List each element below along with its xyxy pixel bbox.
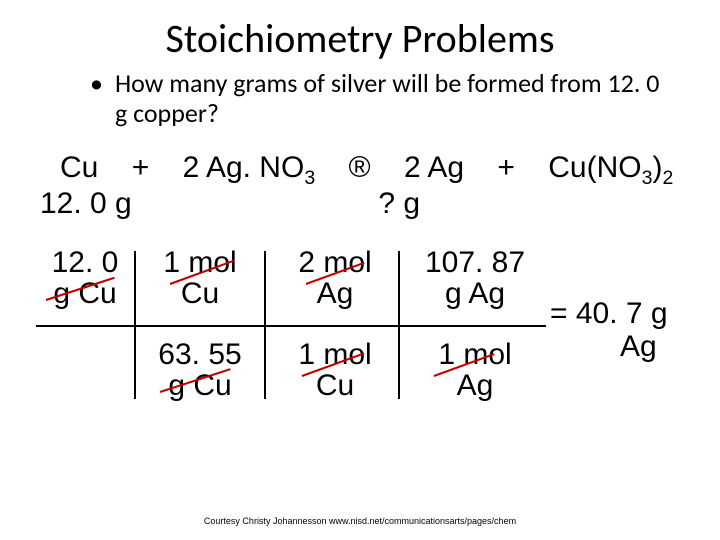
product-2-sub2: 2 <box>662 167 673 189</box>
cell-bot-3: 1 mol Cu <box>280 339 390 402</box>
result-line2: Ag <box>550 330 657 363</box>
product-2b: ) <box>652 151 662 184</box>
dimensional-analysis: 12. 0 g Cu 1 mol Cu 2 mol Ag 107. 87 g A… <box>30 247 690 427</box>
slide: Stoichiometry Problems • How many grams … <box>0 0 720 540</box>
reactant-1: Cu <box>60 151 98 184</box>
cell-bot-4: 1 mol Ag <box>410 339 540 402</box>
chemical-equation: Cu + 2 Ag. NO3 ® 2 Ag + Cu(NO3)2 <box>60 151 690 185</box>
reactant-2a: 2 Ag. NO <box>183 151 305 184</box>
cell-top-3: 2 mol Ag <box>280 247 390 310</box>
known-right: ? g <box>378 187 420 221</box>
divider-1 <box>134 251 136 399</box>
plus-1: + <box>132 151 150 184</box>
top4b: g Ag <box>445 277 505 310</box>
bot2a: 63. 55 <box>158 338 241 371</box>
slide-title: Stoichiometry Problems <box>30 14 690 63</box>
question-text: How many grams of silver will be formed … <box>115 69 670 129</box>
known-values: 12. 0 g ? g <box>40 187 690 221</box>
cell-top-2: 1 mol Cu <box>145 247 255 310</box>
product-2a: Cu(NO <box>548 151 641 184</box>
cell-top-4: 107. 87 g Ag <box>410 247 540 310</box>
top1a: 12. 0 <box>52 246 119 279</box>
product-2-sub1: 3 <box>642 167 653 189</box>
result: = 40. 7 g Ag <box>550 297 710 363</box>
credit-line: Courtesy Christy Johannesson www.nisd.ne… <box>0 516 720 526</box>
divider-2 <box>264 251 266 399</box>
known-left: 12. 0 g <box>40 187 370 221</box>
result-line1: = 40. 7 g <box>550 297 668 330</box>
question-bullet: • How many grams of silver will be forme… <box>90 69 670 129</box>
bullet-dot-icon: • <box>90 69 103 99</box>
fraction-bar <box>36 325 546 327</box>
cell-top-1: 12. 0 g Cu <box>40 247 130 310</box>
product-1: 2 Ag <box>404 151 464 184</box>
bot3b: Cu <box>316 369 354 402</box>
bot4a: 1 mol <box>438 338 511 371</box>
plus-2: + <box>497 151 515 184</box>
bot4b: Ag <box>457 369 494 402</box>
reactant-2-sub: 3 <box>304 167 315 189</box>
top2b: Cu <box>181 277 219 310</box>
top3b: Ag <box>317 277 354 310</box>
top4a: 107. 87 <box>425 246 525 279</box>
arrow-icon: ® <box>349 151 371 184</box>
divider-3 <box>398 251 400 399</box>
